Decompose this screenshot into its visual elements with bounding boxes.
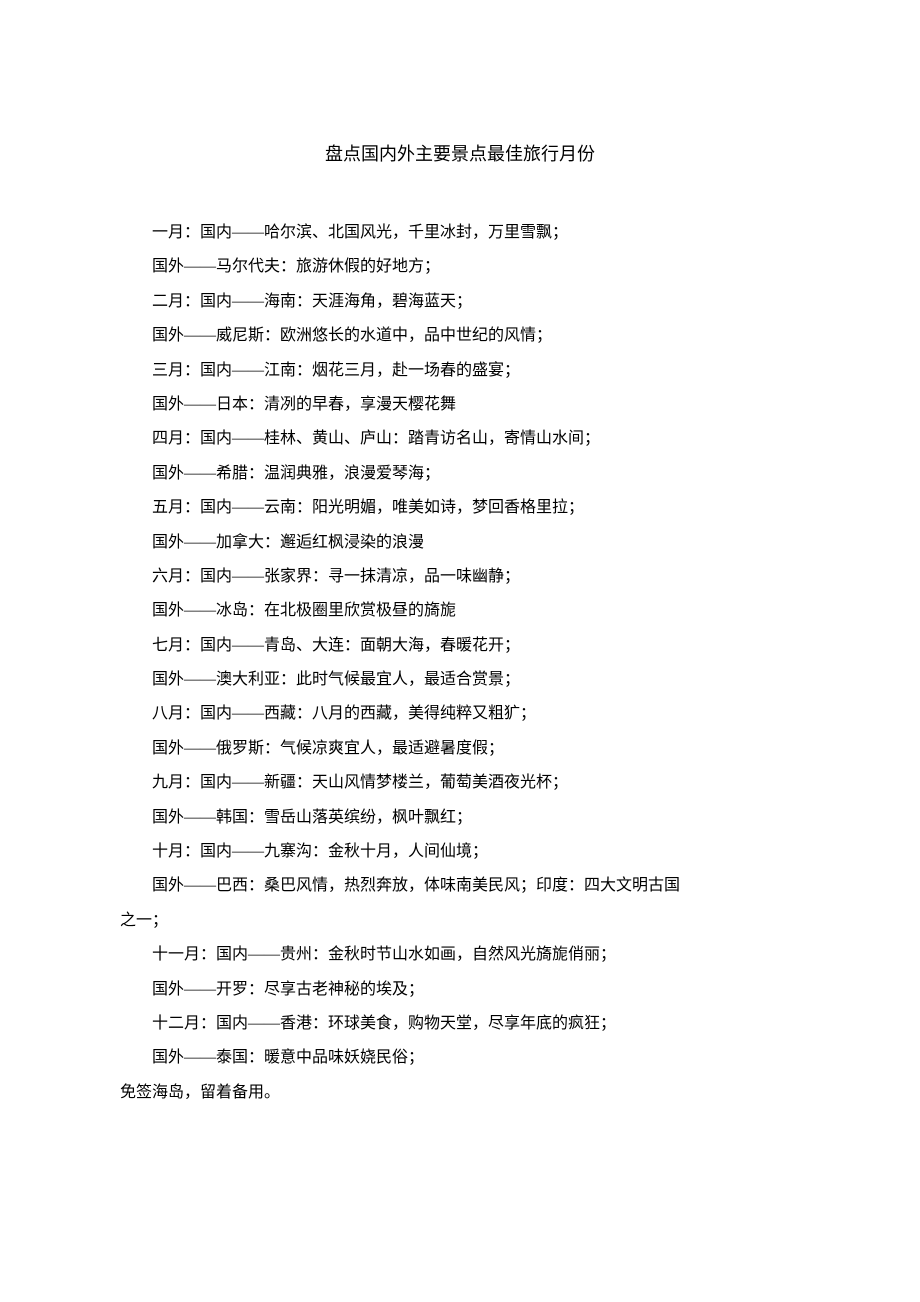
content-line: 九月：国内——新疆：天山风情梦楼兰，葡萄美酒夜光杯； bbox=[120, 766, 800, 800]
content-line: 国外——泰国：暖意中品味妖娆民俗； bbox=[120, 1041, 800, 1075]
footer-line: 免签海岛，留着备用。 bbox=[120, 1076, 800, 1110]
content-line: 国外——开罗：尽享古老神秘的埃及； bbox=[120, 973, 800, 1007]
content-line: 国外——马尔代夫：旅游休假的好地方； bbox=[120, 250, 800, 284]
content-line: 国外——希腊：温润典雅，浪漫爱琴海； bbox=[120, 457, 800, 491]
content-line: 十二月：国内——香港：环球美食，购物天堂，尽享年底的疯狂； bbox=[120, 1007, 800, 1041]
content-line: 五月：国内——云南：阳光明媚，唯美如诗，梦回香格里拉； bbox=[120, 491, 800, 525]
content-line: 一月：国内——哈尔滨、北国风光，千里冰封，万里雪飘； bbox=[120, 216, 800, 250]
content-line: 二月：国内——海南：天涯海角，碧海蓝天； bbox=[120, 285, 800, 319]
document-content: 一月：国内——哈尔滨、北国风光，千里冰封，万里雪飘； 国外——马尔代夫：旅游休假… bbox=[120, 216, 800, 1110]
content-line: 国外——加拿大：邂逅红枫浸染的浪漫 bbox=[120, 526, 800, 560]
content-line: 国外——韩国：雪岳山落英缤纷，枫叶飘红； bbox=[120, 801, 800, 835]
content-line: 七月：国内——青岛、大连：面朝大海，春暖花开； bbox=[120, 629, 800, 663]
content-line: 八月：国内——西藏：八月的西藏，美得纯粹又粗犷； bbox=[120, 697, 800, 731]
content-line: 十一月：国内——贵州：金秋时节山水如画，自然风光旖旎俏丽； bbox=[120, 938, 800, 972]
content-line: 三月：国内——江南：烟花三月，赴一场春的盛宴； bbox=[120, 354, 800, 388]
content-line: 之一； bbox=[120, 904, 800, 938]
content-line: 国外——威尼斯：欧洲悠长的水道中，品中世纪的风情； bbox=[120, 319, 800, 353]
content-line: 国外——巴西：桑巴风情，热烈奔放，体味南美民风；印度：四大文明古国 bbox=[120, 869, 800, 903]
content-line: 国外——澳大利亚：此时气候最宜人，最适合赏景； bbox=[120, 663, 800, 697]
content-line: 国外——日本：清冽的早春，享漫天樱花舞 bbox=[120, 388, 800, 422]
document-title: 盘点国内外主要景点最佳旅行月份 bbox=[120, 140, 800, 166]
content-line: 六月：国内——张家界：寻一抹清凉，品一味幽静； bbox=[120, 560, 800, 594]
content-line: 十月：国内——九寨沟：金秋十月，人间仙境； bbox=[120, 835, 800, 869]
content-line: 四月：国内——桂林、黄山、庐山：踏青访名山，寄情山水间； bbox=[120, 422, 800, 456]
content-line: 国外——冰岛：在北极圈里欣赏极昼的旖旎 bbox=[120, 594, 800, 628]
content-line: 国外——俄罗斯：气候凉爽宜人，最适避暑度假； bbox=[120, 732, 800, 766]
